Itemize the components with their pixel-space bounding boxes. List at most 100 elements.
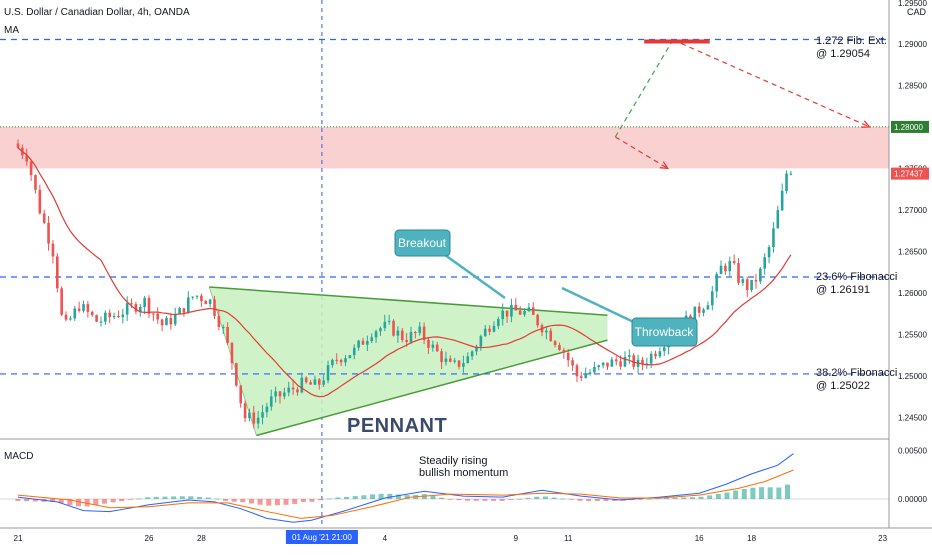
candle-body-74 [339, 359, 343, 363]
candle-body-35 [169, 317, 173, 325]
throwback-box [631, 317, 698, 347]
candle-body-164 [732, 261, 736, 264]
macd-histogram-bar [430, 495, 436, 499]
macd-histogram-bar [473, 499, 479, 501]
time-tick-label: 28 [197, 534, 206, 543]
candle-body-26 [130, 303, 133, 305]
candle-body-109 [492, 325, 496, 332]
price-tick-label: 1.29500 [898, 0, 927, 8]
candle-body-33 [160, 319, 164, 326]
macd-histogram-bar [499, 499, 505, 501]
time-tick-label: 4 [383, 534, 388, 543]
macd-histogram-bar [655, 498, 661, 499]
breakout-pointer [444, 253, 506, 300]
candle-body-71 [326, 365, 330, 381]
candle-body-53 [248, 412, 251, 419]
candle-body-121 [545, 330, 548, 333]
macd-histogram-bar [776, 487, 782, 499]
macd-histogram-bar [560, 498, 566, 500]
macd-histogram-bar [525, 497, 531, 499]
candle-body-55 [256, 417, 260, 424]
pennant-label: PENNANT [347, 415, 447, 437]
candle-body-125 [562, 350, 566, 353]
candle-body-137 [614, 359, 618, 362]
candle-body-134 [601, 362, 605, 366]
candle-body-177 [789, 173, 793, 175]
macd-histogram-bar [707, 495, 713, 499]
resistance-price-badge [891, 120, 929, 133]
candlestick-series [16, 139, 793, 429]
macd-histogram-bar [465, 499, 471, 501]
candle-body-0 [16, 143, 20, 148]
macd-histogram-bar [318, 499, 324, 501]
candle-body-58 [269, 396, 273, 407]
candle-body-162 [724, 265, 727, 272]
macd-histogram-bar [663, 497, 669, 499]
macd-histogram-bar [551, 497, 557, 499]
fib-382-label: 38.2% Fibonacci [816, 367, 897, 379]
candle-body-36 [173, 314, 177, 325]
fib-1272-label: 1.272 Fib. Ext. [816, 35, 887, 47]
candle-body-87 [396, 330, 400, 336]
candle-body-20 [104, 312, 107, 322]
pennant-pattern [208, 286, 608, 437]
candle-body-88 [400, 330, 404, 341]
candle-body-110 [497, 319, 500, 326]
pennant-upper-line [209, 286, 608, 316]
macd-histogram-bar [274, 499, 280, 506]
macd-histogram-bar [672, 497, 678, 499]
macd-histogram-bar [257, 499, 263, 505]
pennant-fill [209, 287, 608, 436]
macd-label: MACD [4, 451, 33, 462]
candle-body-126 [566, 352, 570, 361]
macd-histogram-bar [646, 498, 652, 500]
throwback-label: Throwback [635, 325, 695, 339]
candle-body-67 [309, 382, 312, 385]
macd-histogram-bar [508, 499, 514, 500]
callouts: Breakout Throwback [394, 229, 698, 347]
candle-body-29 [143, 297, 146, 307]
macd-histogram-bar [153, 496, 159, 499]
candle-body-18 [95, 315, 98, 322]
macd-histogram-bar [387, 493, 393, 499]
macd-histogram-bar [300, 499, 306, 503]
candle-body-52 [243, 403, 247, 419]
candle-body-75 [344, 358, 347, 363]
macd-histogram-bar [145, 497, 151, 499]
macd-histogram-bar [577, 499, 583, 501]
candle-body-25 [125, 303, 129, 315]
candle-body-106 [479, 336, 483, 347]
candle-body-101 [457, 360, 461, 367]
candle-body-84 [383, 321, 387, 329]
candle-body-73 [335, 359, 339, 361]
time-tick-label: 26 [145, 534, 154, 543]
candle-body-37 [178, 308, 181, 315]
macd-histogram-bar [326, 498, 332, 500]
macd-histogram-bar [127, 499, 133, 500]
candle-body-56 [261, 412, 264, 418]
resistance-zone-band [0, 126, 889, 169]
projection-throwback [615, 136, 669, 169]
macd-histogram-bar [715, 494, 721, 499]
macd-histogram-bar [750, 487, 756, 499]
candle-body-112 [505, 310, 509, 317]
candle-body-119 [536, 314, 539, 326]
candle-body-108 [488, 328, 491, 332]
macd-histogram-bar [759, 487, 765, 499]
candle-body-45 [213, 299, 216, 316]
candle-body-57 [265, 406, 269, 413]
macd-histogram-bar [171, 496, 177, 499]
candle-body-144 [645, 363, 649, 365]
candle-body-92 [418, 326, 422, 334]
momentum-label-line2: bullish momentum [419, 467, 508, 479]
macd-histogram-bar [335, 497, 341, 499]
candle-body-156 [697, 306, 701, 313]
candle-body-42 [200, 295, 203, 302]
candle-body-63 [291, 387, 295, 390]
macd-histogram-bar [266, 499, 272, 506]
candle-body-4 [34, 175, 37, 190]
candle-body-16 [86, 304, 90, 312]
candle-body-49 [230, 342, 234, 364]
